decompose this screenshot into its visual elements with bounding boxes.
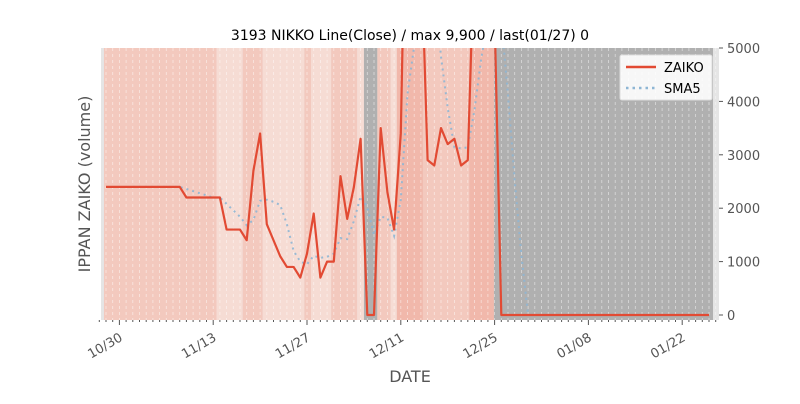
y-tick-label: 5000 — [727, 42, 760, 57]
x-tick-label: 01/22 — [648, 330, 688, 362]
x-axis: 10/30 11/13 11/27 12/11 12/25 01/08 01/22 — [85, 320, 715, 362]
y-tick-label: 1000 — [727, 256, 760, 271]
y-axis-label: IPPAN ZAIKO (volume) — [75, 96, 94, 273]
x-tick-label: 12/11 — [367, 330, 407, 362]
y-axis: 0 1000 2000 3000 4000 5000 — [719, 42, 760, 324]
x-tick-label: 01/08 — [554, 330, 594, 362]
band-mid — [423, 48, 469, 320]
x-axis-label: DATE — [389, 367, 431, 386]
y-tick-label: 4000 — [727, 95, 760, 110]
band-light — [263, 48, 305, 320]
y-tick-label: 2000 — [727, 202, 760, 217]
band-light — [391, 48, 397, 320]
x-tick-label: 11/13 — [179, 330, 219, 362]
band-mid — [304, 48, 311, 320]
band-light — [311, 48, 331, 320]
x-tick-label: 11/27 — [273, 330, 313, 362]
x-tick-label: 12/25 — [461, 330, 501, 362]
band-mid — [104, 48, 217, 320]
y-tick-label: 0 — [727, 309, 735, 324]
band-light — [217, 48, 243, 320]
legend-zaiko-label: ZAIKO — [664, 61, 704, 76]
band-dark — [469, 48, 494, 320]
legend-sma-label: SMA5 — [664, 82, 701, 97]
y-tick-label: 3000 — [727, 149, 760, 164]
x-tick-label: 10/30 — [85, 330, 125, 362]
legend: ZAIKO SMA5 — [620, 55, 712, 100]
chart-title: 3193 NIKKO Line(Close) / max 9,900 / las… — [231, 28, 589, 44]
